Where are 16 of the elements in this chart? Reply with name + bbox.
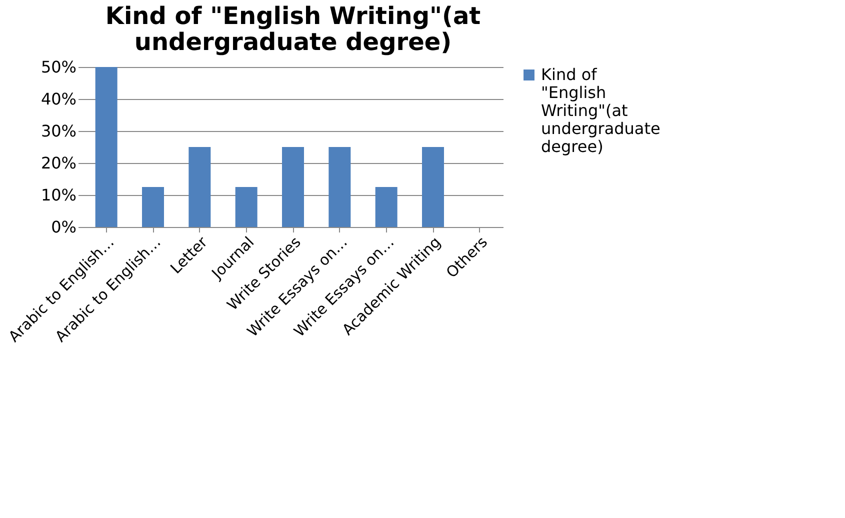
- bar: [235, 187, 258, 227]
- bar: [422, 147, 444, 227]
- y-tick-label: 0%: [51, 218, 76, 236]
- y-tick-label: 30%: [40, 122, 76, 140]
- chart-title: Kind of "English Writing"(at undergraduate degree): [105, 2, 481, 56]
- bar: [142, 187, 164, 227]
- bar: [95, 67, 118, 227]
- bar: [375, 187, 398, 227]
- bar: [328, 147, 351, 227]
- bar: [282, 147, 304, 227]
- y-tick-label: 50%: [40, 58, 76, 76]
- bar: [188, 147, 211, 227]
- y-tick-label: 20%: [40, 154, 76, 172]
- y-tick-label: 10%: [40, 186, 76, 204]
- y-tick-label: 40%: [40, 90, 76, 108]
- legend-label: Kind of "English Writing"(at undergraduate degree): [541, 65, 660, 156]
